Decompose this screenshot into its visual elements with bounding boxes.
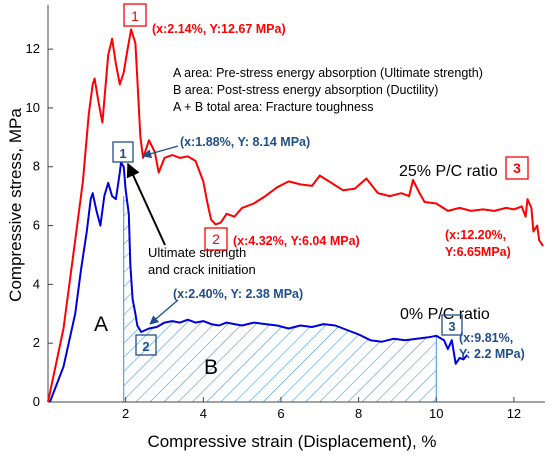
red-marker-3: 3 bbox=[513, 160, 521, 176]
blue-marker-box-3 bbox=[441, 314, 463, 336]
x-tick-label: 8 bbox=[355, 406, 362, 421]
area-b-hatch bbox=[123, 166, 437, 402]
region-label-a: A bbox=[94, 313, 108, 336]
y-tick-label: 12 bbox=[26, 41, 40, 56]
red-marker-2: 2 bbox=[212, 231, 220, 247]
legend-entry-a: A area: Pre-stress energy absorption (Ul… bbox=[173, 66, 483, 80]
x-tick-label: 6 bbox=[277, 406, 284, 421]
series-label-25: 25% P/C ratio bbox=[399, 163, 498, 180]
red-annotation-3-line2: Y:6.65MPa) bbox=[445, 245, 511, 259]
blue-marker-3: 3 bbox=[448, 319, 455, 334]
y-tick-label: 2 bbox=[33, 335, 40, 350]
callout-arrow bbox=[126, 162, 166, 246]
blue-annotation-2: (x:2.40%, Y: 2.38 MPa) bbox=[173, 287, 303, 301]
red-marker-box-3 bbox=[505, 156, 529, 180]
y-tick-label: 4 bbox=[33, 276, 40, 291]
callout-line-2: and crack initiation bbox=[148, 262, 256, 277]
y-tick-label: 0 bbox=[33, 394, 40, 409]
x-axis-label: Compressive strain (Displacement), % bbox=[147, 432, 436, 451]
red-annotation-1: (x:2.14%, Y:12.67 MPa) bbox=[152, 22, 286, 36]
x-tick-label: 12 bbox=[507, 406, 521, 421]
blue-marker-box-2 bbox=[135, 334, 157, 356]
x-tick-label: 10 bbox=[429, 406, 443, 421]
y-tick-label: 10 bbox=[26, 100, 40, 115]
x-tick-label: 4 bbox=[200, 406, 207, 421]
y-tick-label: 6 bbox=[33, 218, 40, 233]
blue-marker-2: 2 bbox=[142, 339, 149, 354]
blue-marker-1: 1 bbox=[119, 146, 126, 161]
series-line-25-pc bbox=[47, 28, 544, 403]
blue-arrow-1 bbox=[142, 145, 179, 159]
blue-annotation-3: (x:9.81%, Y: 2.2 MPa) bbox=[459, 331, 525, 361]
red-marker-1: 1 bbox=[131, 8, 139, 24]
x-tick-label: 2 bbox=[122, 406, 129, 421]
callout-line-1: Ultimate strength bbox=[148, 245, 246, 260]
blue-annotation-3-line1: (x:9.81%, bbox=[459, 331, 513, 345]
blue-marker-box-1 bbox=[112, 141, 134, 163]
red-annotation-3-line1: (x:12.20%, bbox=[445, 228, 506, 242]
region-label-b: B bbox=[204, 356, 218, 379]
red-annotation-2: (x:4.32%, Y:6.04 MPa) bbox=[233, 234, 360, 248]
red-marker-box-2 bbox=[204, 227, 228, 251]
legend-entry-total: A + B total area: Fracture toughness bbox=[173, 100, 373, 114]
blue-arrow-2 bbox=[149, 299, 179, 325]
blue-annotation-3-line2: Y: 2.2 MPa) bbox=[459, 347, 525, 361]
legend-entry-b: B area: Post-stress energy absorption (D… bbox=[173, 83, 438, 97]
y-tick-label: 8 bbox=[33, 159, 40, 174]
blue-annotation-1: (x:1.88%, Y: 8.14 MPa) bbox=[180, 135, 310, 149]
red-marker-box-1 bbox=[123, 3, 147, 27]
series-line-0-pc bbox=[48, 161, 469, 403]
y-axis-label: Compressive stress, MPa bbox=[6, 108, 25, 302]
